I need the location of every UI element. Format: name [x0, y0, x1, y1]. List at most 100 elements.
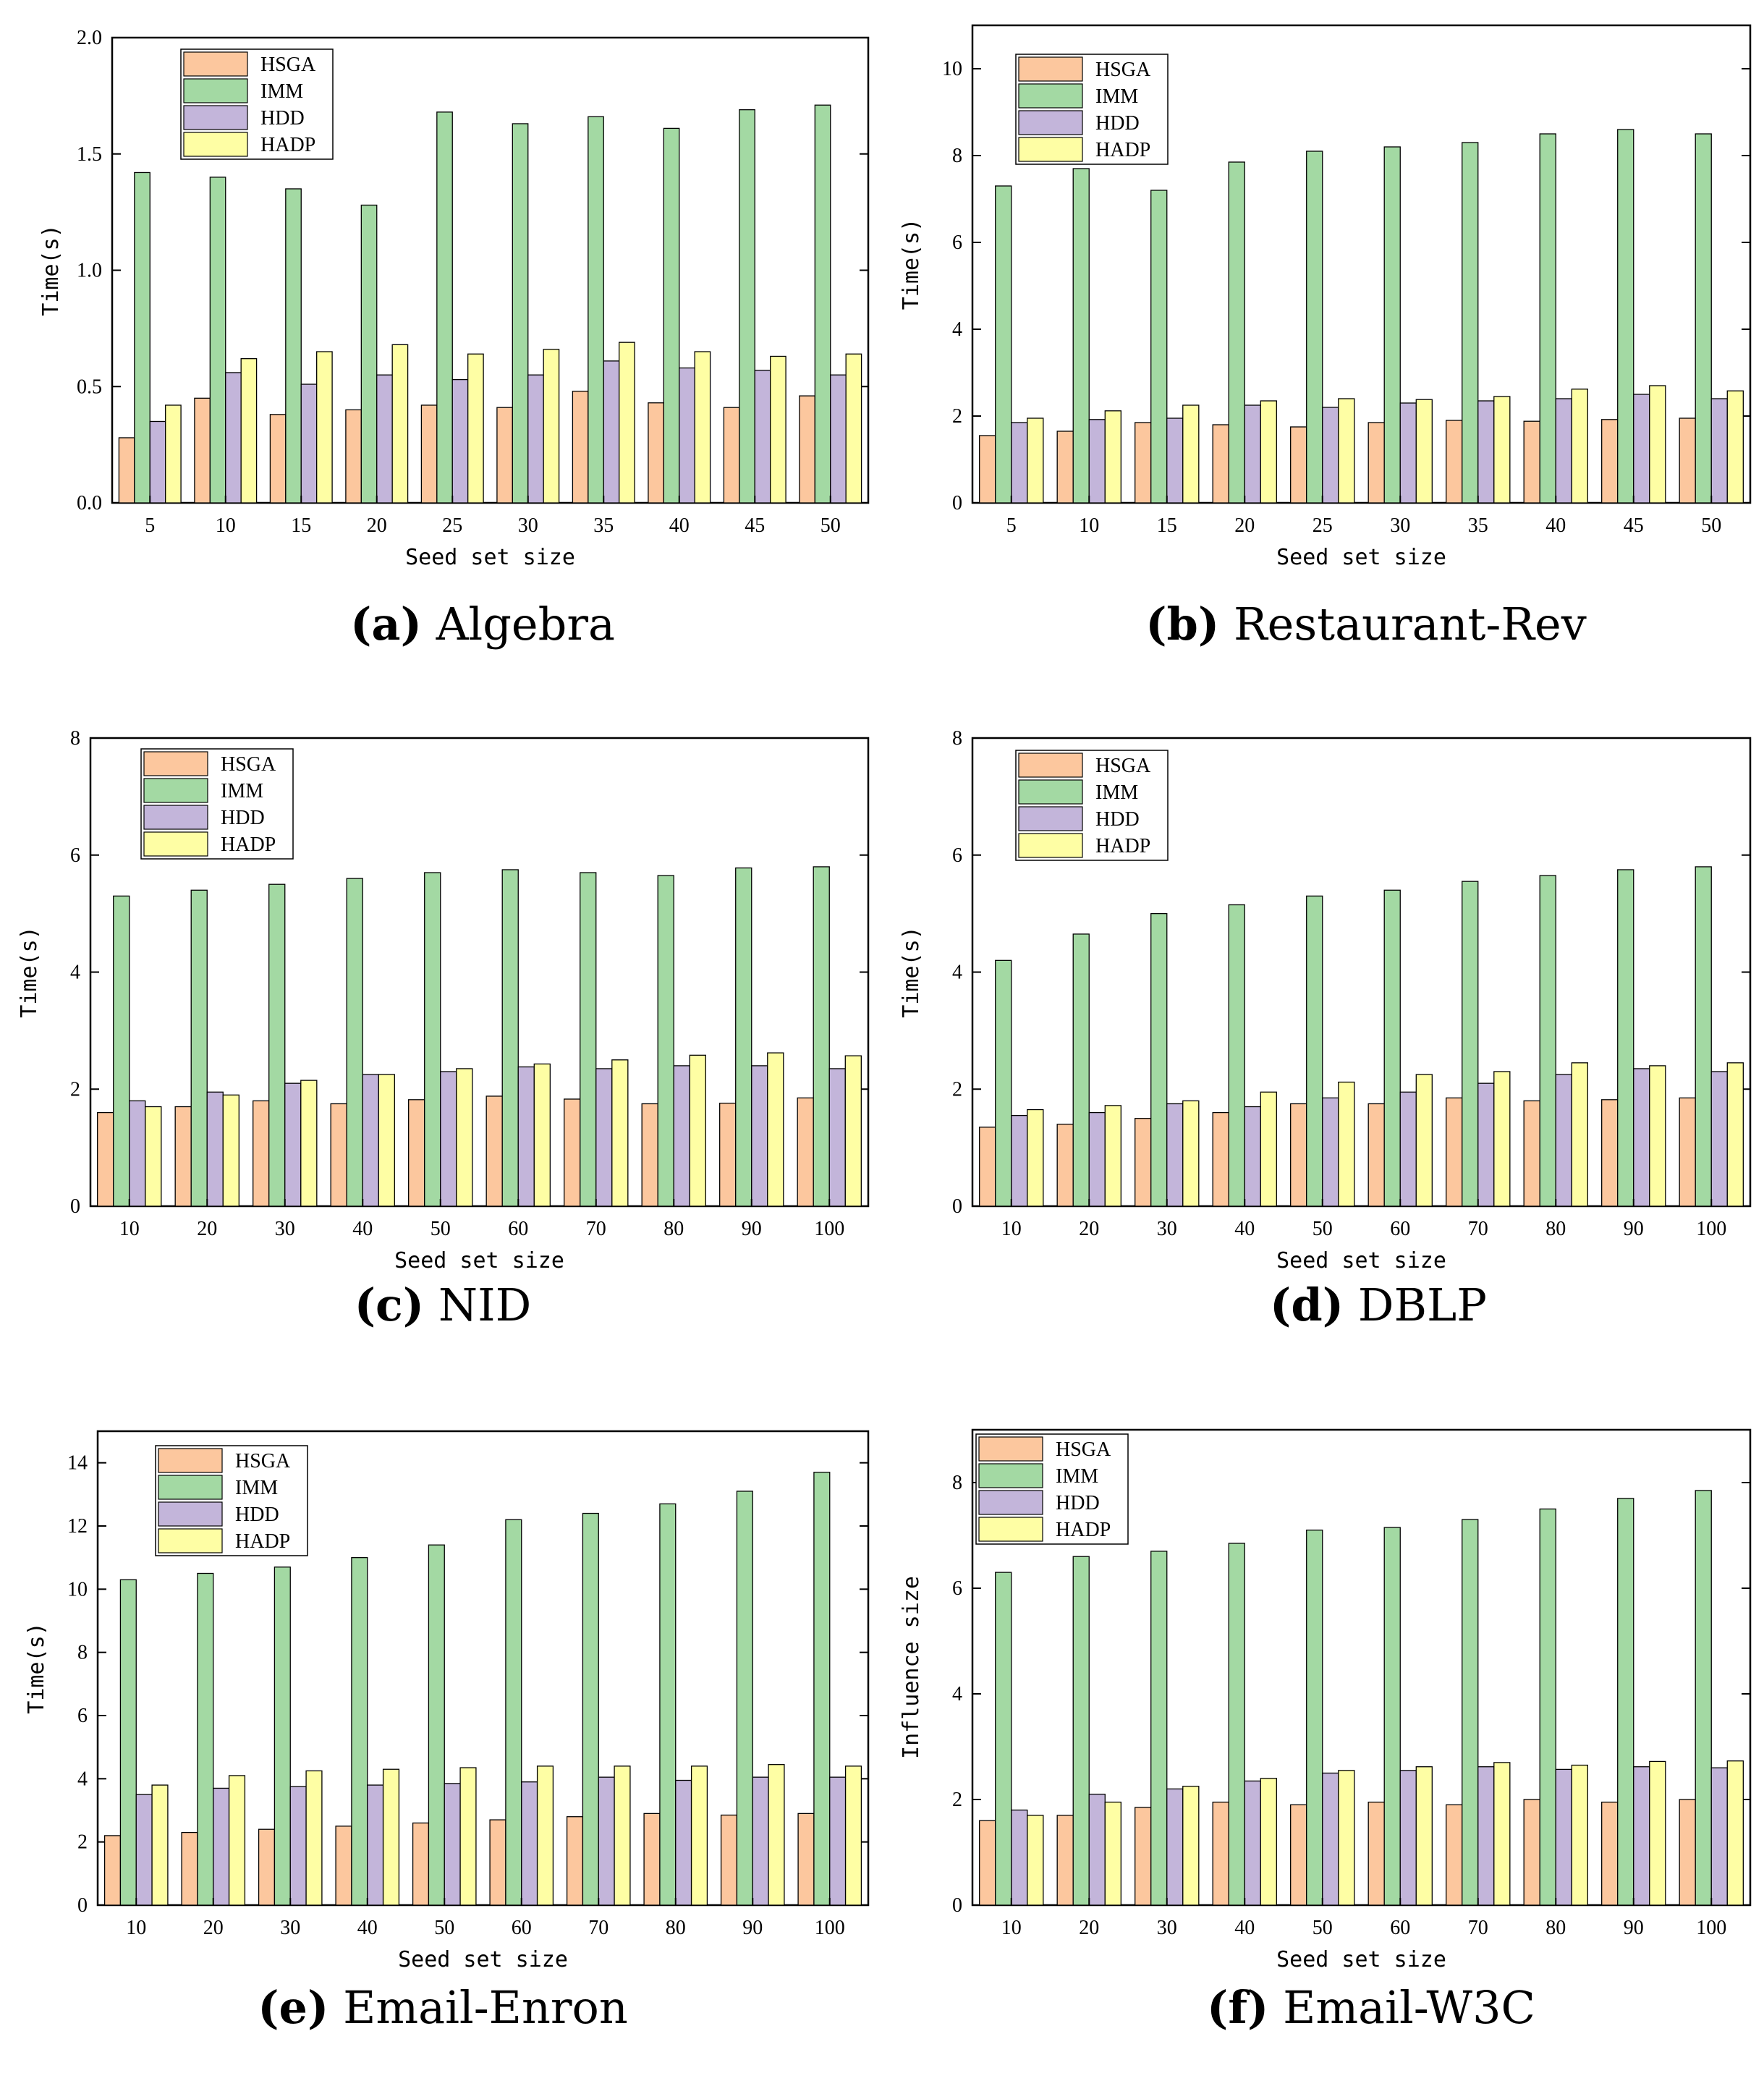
caption-letter: (c) [354, 1279, 425, 1331]
y-tick-label: 0 [952, 1894, 962, 1917]
x-tick-label: 90 [742, 1917, 763, 1939]
y-tick-label: 1.0 [77, 260, 102, 282]
x-tick-label: 10 [119, 1218, 140, 1240]
bar-imm-90 [735, 867, 752, 1207]
caption-title: NID [438, 1279, 532, 1331]
y-tick-label: 8 [952, 145, 962, 167]
x-tick-label: 20 [197, 1218, 217, 1240]
x-axis-title: Seed set size [1276, 1947, 1446, 1972]
bar-imm-80 [659, 1503, 677, 1906]
bar-hsga-60 [485, 1095, 503, 1207]
bar-imm-30 [1383, 146, 1401, 504]
caption-letter: (e) [258, 1981, 329, 2034]
x-tick-label: 70 [1468, 1218, 1488, 1240]
bar-imm-20 [1228, 161, 1245, 504]
y-tick-label: 10 [942, 58, 962, 80]
bar-hadp-30 [305, 1770, 323, 1906]
bar-imm-40 [351, 1557, 368, 1906]
legend-label-hdd: HDD [1095, 112, 1140, 135]
x-tick-label: 35 [593, 514, 614, 537]
y-tick-label: 6 [70, 844, 80, 867]
bar-imm-20 [1072, 1556, 1090, 1906]
bar-imm-100 [813, 1472, 831, 1906]
y-axis-title: Time(s) [24, 1622, 49, 1713]
x-tick-label: 40 [357, 1917, 378, 1939]
y-tick-label: 8 [70, 727, 80, 750]
bar-hsga-60 [489, 1819, 506, 1906]
bar-chart-algebra: 0.0 0.5 1.0 1.5 2.0 5 10 15 20 25 30 35 40 45 50 Seed s… [38, 27, 870, 570]
bar-hdd-30 [289, 1786, 307, 1906]
bar-imm-20 [1072, 933, 1090, 1207]
legend-label-hadp: HADP [221, 834, 276, 856]
x-tick-label: 40 [1234, 1917, 1255, 1939]
caption-title: Algebra [436, 598, 615, 650]
bar-hadp-90 [767, 1052, 784, 1207]
bar-hsga-100 [1679, 1097, 1696, 1207]
y-tick-label: 6 [952, 844, 962, 867]
chart-panel-b: 0 2 4 6 8 10 5 10 15 20 25 30 35 40 45 50 Seed set size T… [882, 0, 1764, 673]
x-tick-label: 30 [1157, 1917, 1177, 1939]
bar-hadp-20 [222, 1094, 239, 1207]
legend: HSGA IMM HDD HADP [155, 1445, 308, 1556]
bar-imm-5 [995, 185, 1012, 504]
y-tick-label: 8 [952, 727, 962, 750]
y-tick-label: 0.0 [77, 492, 102, 514]
y-tick-label: 2 [952, 1789, 962, 1811]
bar-imm-10 [113, 895, 130, 1207]
legend-label-imm: IMM [1095, 85, 1138, 108]
bar-imm-30 [273, 1567, 291, 1906]
bar-hsga-100 [797, 1097, 814, 1207]
bar-imm-70 [1462, 881, 1479, 1207]
bar-hadp-90 [768, 1764, 785, 1906]
x-tick-label: 40 [1234, 1218, 1255, 1240]
bar-chart-email-w3c: 0 2 4 6 8 10 20 30 40 50 60 70 80 90 100 Seed set size I… [899, 1428, 1752, 1972]
bar-hdd-40 [1244, 1106, 1261, 1207]
y-tick-label: 10 [67, 1578, 88, 1601]
y-tick-label: 6 [77, 1705, 88, 1727]
legend-swatch-hsga [183, 51, 248, 77]
bar-hadp-20 [1104, 1802, 1121, 1906]
caption-title: DBLP [1357, 1279, 1487, 1331]
legend-swatch-hdd [183, 105, 248, 130]
x-tick-label: 50 [820, 514, 841, 537]
legend: HSGA IMM HDD HADP [1015, 750, 1169, 861]
bar-hsga-80 [641, 1103, 658, 1207]
bar-hsga-80 [643, 1813, 661, 1906]
bar-hsga-20 [181, 1831, 198, 1906]
legend-label-hadp: HADP [235, 1530, 290, 1553]
bar-hadp-10 [145, 1106, 162, 1207]
bar-hadp-50 [459, 1767, 477, 1906]
bar-hdd-20 [206, 1091, 224, 1207]
bar-hdd-10 [225, 372, 242, 504]
legend-swatch-imm [143, 778, 208, 803]
bar-hadp-50 [845, 353, 862, 504]
x-tick-label: 30 [518, 514, 538, 537]
bar-imm-10 [995, 1572, 1012, 1906]
bar-hsga-70 [1446, 1804, 1463, 1906]
bar-hsga-45 [1601, 419, 1619, 504]
bar-chart-email-enron: 0 2 4 6 8 10 12 14 10 20 30 40 50 60 70 80 90 100 Seed set… [24, 1430, 870, 1972]
bar-hadp-50 [456, 1068, 473, 1207]
bar-hadp-25 [1338, 398, 1355, 504]
x-tick-label: 80 [1545, 1218, 1566, 1240]
legend-label-hsga: HSGA [235, 1450, 291, 1472]
bar-hadp-60 [533, 1063, 551, 1207]
legend: HSGA IMM HDD HADP [975, 1433, 1129, 1545]
caption-title: Email-W3C [1283, 1981, 1535, 2034]
bar-hdd-20 [1088, 1794, 1106, 1906]
bar-imm-10 [1072, 168, 1090, 504]
y-tick-label: 0 [77, 1894, 88, 1917]
y-tick-label: 6 [952, 1577, 962, 1600]
bar-hdd-30 [284, 1082, 302, 1207]
bar-imm-30 [1150, 912, 1168, 1207]
bar-hadp-50 [1726, 390, 1744, 504]
y-axis-title: Time(s) [899, 926, 924, 1017]
bar-hadp-70 [1493, 1071, 1511, 1207]
y-tick-label: 2.0 [77, 27, 102, 49]
bar-imm-100 [813, 866, 830, 1207]
bar-hsga-10 [979, 1127, 996, 1207]
bar-hdd-60 [1399, 1770, 1417, 1906]
y-tick-label: 8 [77, 1642, 88, 1664]
y-axis-title: Time(s) [38, 224, 64, 315]
bar-imm-45 [739, 109, 755, 504]
